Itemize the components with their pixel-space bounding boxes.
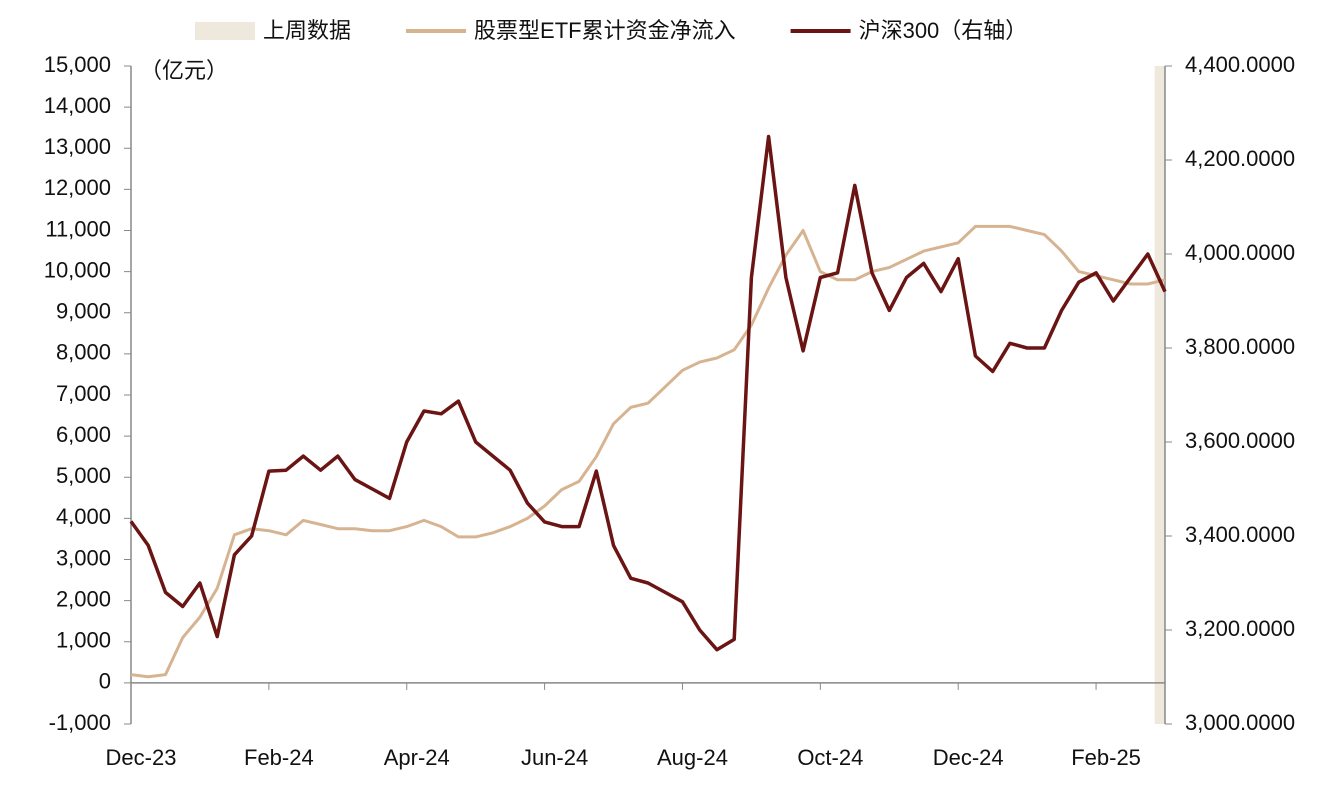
y2-tick-label: 3,200.0000 (1185, 616, 1295, 641)
y2-tick-label: 4,400.0000 (1185, 52, 1295, 77)
x-tick-label: Apr-24 (384, 745, 450, 770)
y2-tick-label: 3,800.0000 (1185, 334, 1295, 359)
x-tick-label: Dec-23 (106, 745, 177, 770)
highlight-band (1154, 66, 1165, 724)
y-tick-label: 13,000 (44, 134, 111, 159)
x-tick-label: Jun-24 (521, 745, 588, 770)
y-tick-label: 0 (99, 669, 111, 694)
y2-tick-label: 3,600.0000 (1185, 428, 1295, 453)
y2-tick-label: 3,000.0000 (1185, 710, 1295, 735)
y-tick-label: 3,000 (56, 545, 111, 570)
series-line (129, 134, 1167, 652)
y-tick-label: 12,000 (44, 175, 111, 200)
unit-annotation: （亿元） (140, 58, 228, 83)
y2-tick-label: 3,400.0000 (1185, 522, 1295, 547)
y-tick-label: 15,000 (44, 52, 111, 77)
series-line (130, 224, 1166, 679)
y-tick-label: 5,000 (56, 463, 111, 488)
y-tick-label: 7,000 (56, 381, 111, 406)
y-tick-label: 6,000 (56, 422, 111, 447)
y2-tick-label: 4,000.0000 (1185, 240, 1295, 265)
legend-label: 股票型ETF累计资金净流入 (474, 18, 736, 43)
y-tick-label: 14,000 (44, 93, 111, 118)
y2-tick-label: 4,200.0000 (1185, 146, 1295, 171)
legend-label: 沪深300（右轴） (859, 18, 1028, 43)
y-tick-label: 2,000 (56, 586, 111, 611)
y-tick-label: 10,000 (44, 257, 111, 282)
x-tick-label: Feb-24 (244, 745, 314, 770)
y-tick-label: 1,000 (56, 628, 111, 653)
x-tick-label: Aug-24 (657, 745, 728, 770)
y-tick-label: 8,000 (56, 340, 111, 365)
y-tick-label: 11,000 (45, 216, 111, 241)
x-tick-label: Feb-25 (1071, 745, 1141, 770)
y-tick-label: -1,000 (49, 710, 111, 735)
legend-label: 上周数据 (263, 18, 351, 43)
x-tick-label: Oct-24 (797, 745, 863, 770)
legend-swatch (195, 22, 255, 40)
y-tick-label: 9,000 (56, 299, 111, 324)
y-tick-label: 4,000 (56, 504, 111, 529)
x-tick-label: Dec-24 (933, 745, 1004, 770)
